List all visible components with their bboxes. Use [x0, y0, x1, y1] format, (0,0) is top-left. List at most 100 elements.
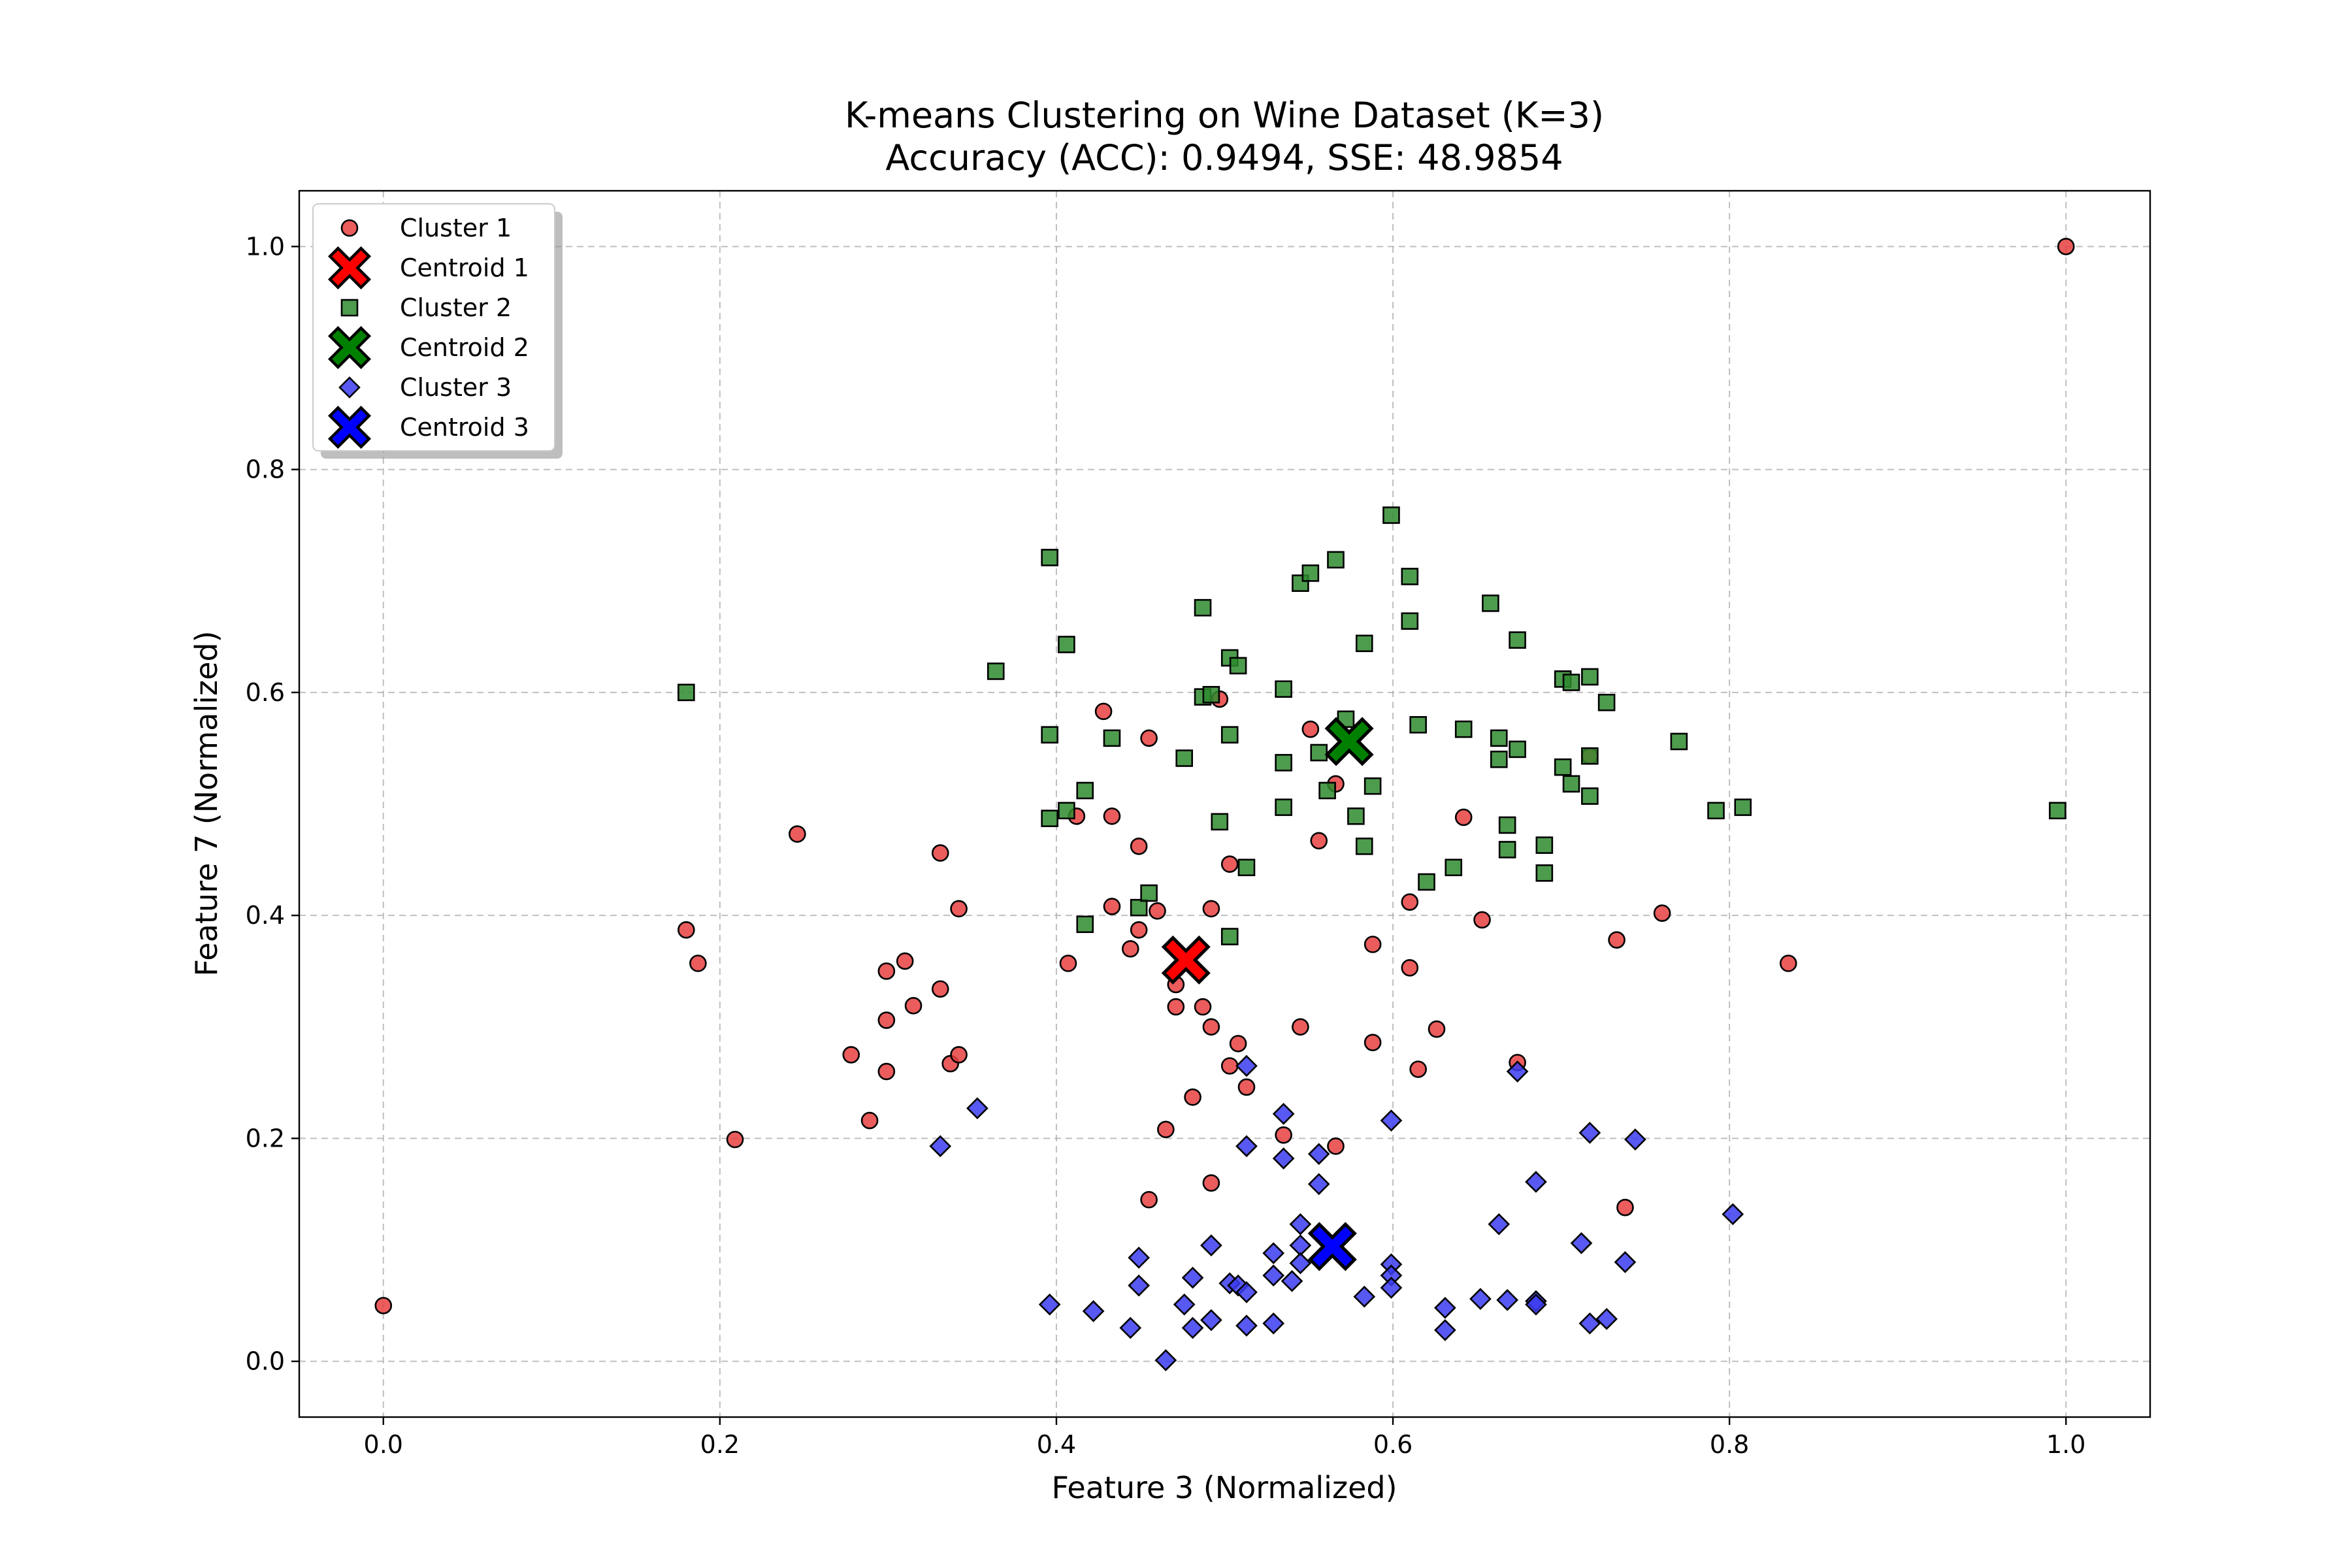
- data-point: [1140, 729, 1158, 747]
- legend-items: Cluster 1 Centroid 1 Cluster 2 Centroid 2 Cl…: [327, 214, 529, 449]
- legend-swatch: [327, 325, 372, 370]
- data-point: [1281, 1269, 1303, 1292]
- y-tick-label: 0.2: [246, 1124, 285, 1152]
- y-tick-label: 0.6: [246, 678, 285, 707]
- data-point: [904, 997, 923, 1015]
- data-point: [1130, 838, 1148, 855]
- x-tick-label: 0.8: [1710, 1430, 1749, 1459]
- data-point: [789, 825, 806, 843]
- data-point: [1229, 1035, 1247, 1053]
- data-point: [1220, 726, 1239, 744]
- data-point: [1401, 568, 1419, 585]
- data-point: [1038, 1293, 1061, 1316]
- data-point: [1301, 720, 1320, 738]
- data-point: [860, 1111, 879, 1130]
- data-point: [1355, 838, 1373, 855]
- data-point: [1347, 807, 1365, 825]
- data-point: [1570, 1232, 1593, 1254]
- x-tick-label: 0.6: [1373, 1430, 1413, 1459]
- data-point: [1041, 809, 1058, 827]
- data-point: [1355, 634, 1373, 653]
- data-point: [1364, 936, 1382, 953]
- data-point: [1194, 998, 1212, 1016]
- data-point: [1103, 807, 1121, 825]
- x-tick-label: 0.4: [1037, 1430, 1076, 1459]
- data-point: [1653, 904, 1671, 923]
- data-point: [726, 1130, 744, 1149]
- data-point: [1614, 1250, 1637, 1273]
- data-point: [1301, 564, 1320, 582]
- centroid-1-marker: [1161, 935, 1211, 985]
- data-point: [842, 1046, 860, 1064]
- data-point: [1578, 1122, 1601, 1144]
- data-point: [689, 955, 707, 972]
- legend-entry: Cluster 1: [340, 214, 512, 242]
- data-point: [1554, 758, 1572, 776]
- legend-label: Cluster 2: [400, 293, 512, 322]
- data-point: [1327, 1137, 1345, 1155]
- data-point: [1779, 955, 1797, 972]
- centroid-2-marker: [1324, 717, 1374, 766]
- data-point: [1220, 1057, 1239, 1075]
- data-point: [1275, 754, 1292, 772]
- legend-swatch: [327, 246, 372, 290]
- data-point: [1181, 1266, 1204, 1289]
- data-point: [1581, 668, 1599, 686]
- data-point: [1103, 729, 1121, 747]
- data-point: [1220, 928, 1239, 945]
- data-point: [1130, 921, 1148, 939]
- legend-entry: Centroid 3: [327, 405, 529, 449]
- data-point: [1103, 898, 1121, 915]
- data-point: [1202, 900, 1220, 918]
- data-point: [1292, 1018, 1309, 1036]
- data-point: [1310, 743, 1328, 762]
- data-point: [1167, 998, 1185, 1016]
- data-point: [1235, 1281, 1258, 1303]
- data-point: [678, 683, 695, 702]
- legend-label: Centroid 2: [400, 333, 529, 362]
- data-point: [1509, 631, 1526, 649]
- data-point: [1211, 813, 1229, 831]
- legend-label: Centroid 3: [400, 413, 529, 442]
- data-point: [1418, 873, 1435, 891]
- legend: Cluster 1 Centroid 1 Cluster 2 Centroid 2 Cl…: [312, 203, 563, 459]
- data-point: [1498, 816, 1516, 834]
- data-point: [1157, 1120, 1175, 1139]
- data-point: [2049, 802, 2066, 820]
- legend-label: Cluster 1: [400, 214, 512, 242]
- data-point: [1535, 836, 1554, 854]
- data-point: [1535, 864, 1554, 882]
- data-point: [1220, 855, 1239, 873]
- data-point: [1509, 740, 1526, 759]
- data-point: [1235, 1135, 1258, 1158]
- data-point: [374, 1297, 393, 1315]
- data-point: [1382, 506, 1400, 524]
- data-point: [1059, 955, 1077, 972]
- data-point: [1184, 1088, 1201, 1106]
- legend-entry: Cluster 3: [338, 373, 512, 402]
- data-point: [1272, 1103, 1295, 1125]
- data-point: [1235, 1315, 1258, 1337]
- data-point: [1121, 940, 1139, 958]
- y-axis-ticks: 0.0 0.2 0.4 0.6 0.8 1.0: [246, 232, 299, 1376]
- data-point: [1041, 549, 1058, 566]
- y-tick-label: 0.4: [246, 901, 285, 930]
- data-point: [1181, 1316, 1204, 1339]
- data-point: [1490, 750, 1508, 768]
- legend-entry: Centroid 2: [327, 325, 529, 370]
- data-point: [1734, 798, 1752, 816]
- data-point: [1200, 1234, 1222, 1257]
- data-point: [1496, 1288, 1519, 1311]
- data-points: [374, 238, 2075, 1371]
- data-point: [1581, 747, 1599, 765]
- data-point: [1506, 1060, 1529, 1083]
- data-point: [1401, 612, 1419, 630]
- series-cluster-3: [929, 1054, 1744, 1371]
- data-point: [1409, 1060, 1427, 1078]
- data-point: [1562, 674, 1580, 691]
- data-point: [1175, 749, 1193, 767]
- data-point: [1058, 802, 1075, 820]
- y-tick-label: 1.0: [246, 232, 285, 261]
- legend-box: [312, 203, 555, 451]
- data-point: [877, 962, 896, 980]
